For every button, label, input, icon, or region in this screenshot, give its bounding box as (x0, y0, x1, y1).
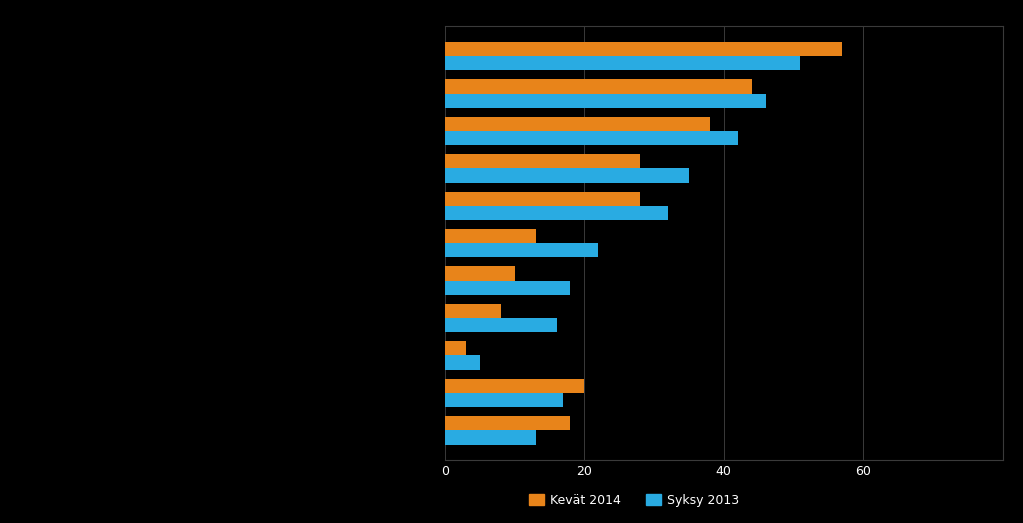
Bar (445, 79, 752, 94)
Bar (445, 117, 710, 131)
Bar (445, 356, 480, 370)
Bar (445, 243, 598, 257)
Bar (445, 154, 640, 168)
Bar (445, 341, 465, 356)
Bar (445, 266, 515, 281)
Bar (445, 56, 800, 70)
Bar (445, 281, 571, 295)
Legend: Kevät 2014, Syksy 2013: Kevät 2014, Syksy 2013 (524, 488, 745, 511)
Bar (445, 94, 765, 108)
Bar (445, 229, 536, 243)
Bar (445, 393, 564, 407)
Bar (445, 131, 738, 145)
Bar (445, 42, 842, 56)
Bar (445, 304, 501, 318)
Bar (445, 168, 688, 183)
Bar (445, 191, 640, 206)
Bar (445, 379, 584, 393)
Bar (445, 430, 536, 445)
Bar (445, 318, 557, 332)
Bar (445, 206, 668, 220)
Bar (445, 416, 571, 430)
